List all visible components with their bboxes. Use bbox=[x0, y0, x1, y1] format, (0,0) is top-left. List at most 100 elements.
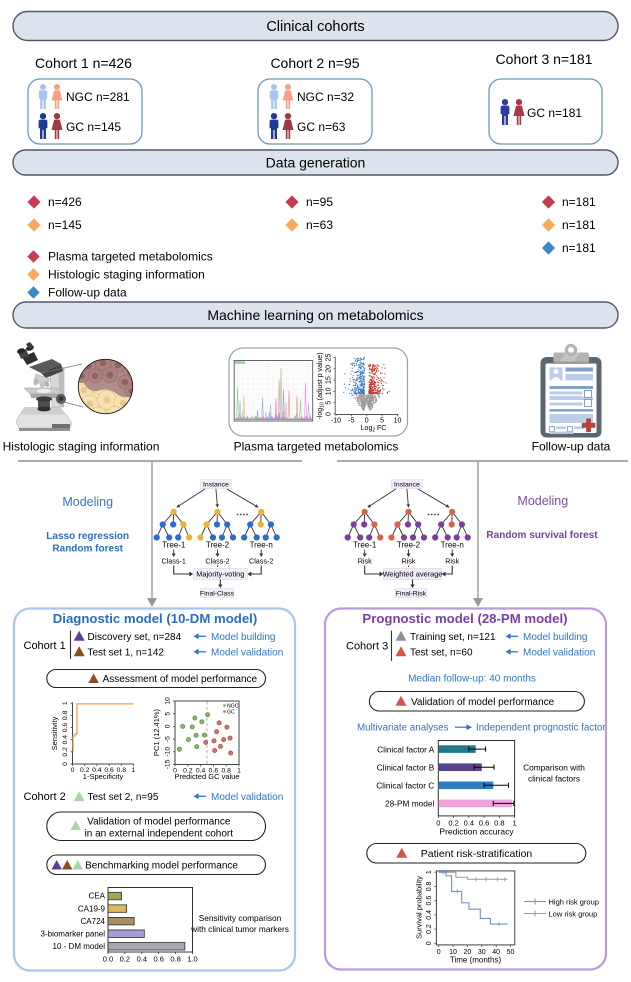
svg-text:2: 2 bbox=[373, 428, 376, 434]
svg-text:Survival probability: Survival probability bbox=[415, 876, 424, 939]
svg-text:NGC n=281: NGC n=281 bbox=[66, 90, 130, 104]
svg-text:Model building: Model building bbox=[523, 632, 588, 643]
svg-text:Sensitivity comparison: Sensitivity comparison bbox=[199, 913, 282, 923]
svg-text:Plasma targeted metabolomics: Plasma targeted metabolomics bbox=[48, 250, 213, 264]
svg-text:Median follow-up: 40 months: Median follow-up: 40 months bbox=[408, 674, 536, 685]
svg-text:0.4: 0.4 bbox=[196, 768, 206, 775]
svg-text:Patient risk-stratification: Patient risk-stratification bbox=[421, 848, 533, 860]
svg-text:5: 5 bbox=[165, 712, 172, 716]
svg-text:Tree-2: Tree-2 bbox=[397, 541, 421, 550]
svg-text:10: 10 bbox=[326, 387, 333, 395]
svg-text:Multivariate analyses: Multivariate analyses bbox=[357, 723, 449, 734]
svg-text:Independent prognostic factor: Independent prognostic factor bbox=[476, 723, 606, 734]
svg-text:0.4: 0.4 bbox=[426, 910, 433, 920]
svg-text:Validation of model performanc: Validation of model performance bbox=[411, 697, 555, 708]
svg-text:3-biomarker panel: 3-biomarker panel bbox=[41, 929, 106, 938]
svg-text:Benchmarking model performance: Benchmarking model performance bbox=[85, 861, 238, 872]
svg-text:Tree-n: Tree-n bbox=[441, 541, 464, 550]
svg-text:CA724: CA724 bbox=[81, 917, 106, 926]
svg-text:GC n=63: GC n=63 bbox=[297, 120, 346, 134]
svg-text:PC1 (12.41%): PC1 (12.41%) bbox=[152, 708, 161, 756]
svg-text:Follow-up data: Follow-up data bbox=[48, 286, 127, 300]
svg-text:Data generation: Data generation bbox=[266, 155, 366, 171]
svg-text:Cohort 1: Cohort 1 bbox=[24, 640, 66, 652]
svg-text:0.6: 0.6 bbox=[104, 767, 114, 774]
svg-text:Histologic staging information: Histologic staging information bbox=[3, 440, 160, 454]
svg-text:Random forest: Random forest bbox=[52, 544, 123, 555]
svg-text:Clinical factor A: Clinical factor A bbox=[377, 744, 435, 754]
svg-text:Prognostic model (28-PM model): Prognostic model (28-PM model) bbox=[362, 611, 567, 626]
svg-text:GC: GC bbox=[227, 710, 235, 716]
svg-text:0.6: 0.6 bbox=[62, 723, 69, 733]
svg-text:Cohort 1 n=426: Cohort 1 n=426 bbox=[35, 55, 132, 71]
svg-text:Class-2: Class-2 bbox=[205, 556, 229, 565]
svg-text:15: 15 bbox=[326, 376, 333, 384]
svg-text:-15: -15 bbox=[165, 759, 172, 769]
svg-text:Tree-2: Tree-2 bbox=[206, 541, 230, 550]
svg-text:0.4: 0.4 bbox=[137, 955, 147, 964]
svg-text:Instance: Instance bbox=[394, 482, 420, 489]
svg-text:0.2: 0.2 bbox=[62, 747, 69, 757]
svg-text:0.6: 0.6 bbox=[209, 768, 219, 775]
svg-text:Clinical factor B: Clinical factor B bbox=[377, 762, 435, 772]
svg-text:0.8: 0.8 bbox=[221, 768, 231, 775]
svg-text:High risk group: High risk group bbox=[549, 897, 599, 906]
svg-text:1-Specificity: 1-Specificity bbox=[83, 772, 124, 781]
svg-text:in an external independent coh: in an external independent cohort bbox=[85, 829, 234, 840]
svg-text:10: 10 bbox=[165, 697, 172, 705]
svg-text:clinical factors: clinical factors bbox=[528, 774, 580, 784]
svg-text:Modeling: Modeling bbox=[517, 494, 568, 508]
svg-text:0: 0 bbox=[426, 941, 433, 945]
svg-text:Training set, n=121: Training set, n=121 bbox=[410, 632, 496, 643]
svg-text:10: 10 bbox=[394, 418, 402, 425]
svg-text:0.2: 0.2 bbox=[120, 955, 130, 964]
svg-text:Lasso regression: Lasso regression bbox=[46, 531, 129, 542]
svg-text:GC n=181: GC n=181 bbox=[527, 106, 582, 120]
svg-text:-log10 (adjust p value): -log10 (adjust p value) bbox=[317, 352, 326, 419]
svg-text:0: 0 bbox=[436, 818, 440, 827]
svg-text:Diagnostic model (10-DM model): Diagnostic model (10-DM model) bbox=[53, 611, 257, 626]
svg-text:Risk: Risk bbox=[358, 556, 372, 565]
svg-text:Model building: Model building bbox=[211, 632, 276, 643]
svg-text:Instance: Instance bbox=[203, 482, 229, 489]
svg-text:Final-Risk: Final-Risk bbox=[396, 590, 427, 597]
svg-text:Risk: Risk bbox=[402, 556, 416, 565]
svg-text:n=145: n=145 bbox=[48, 218, 82, 232]
svg-text:30: 30 bbox=[478, 949, 486, 956]
svg-text:0.8: 0.8 bbox=[426, 881, 433, 891]
svg-text:CA19-9: CA19-9 bbox=[78, 904, 106, 913]
svg-text:0.4: 0.4 bbox=[92, 767, 102, 774]
svg-text:20: 20 bbox=[464, 949, 472, 956]
svg-text:0.2: 0.2 bbox=[448, 818, 458, 827]
svg-text:0.8: 0.8 bbox=[170, 955, 180, 964]
svg-text:0.0: 0.0 bbox=[103, 955, 113, 964]
svg-text:28-PM model: 28-PM model bbox=[385, 799, 434, 809]
svg-text:1.0: 1.0 bbox=[187, 955, 197, 964]
svg-text:Random survival forest: Random survival forest bbox=[486, 530, 598, 541]
svg-text:with clinical tumor markers: with clinical tumor markers bbox=[190, 924, 289, 934]
svg-text:0.4: 0.4 bbox=[464, 818, 474, 827]
svg-text:Cohort 2 n=95: Cohort 2 n=95 bbox=[270, 55, 359, 71]
svg-text:1: 1 bbox=[237, 768, 241, 775]
svg-text:Follow-up data: Follow-up data bbox=[532, 440, 611, 454]
svg-text:Tree-1: Tree-1 bbox=[162, 541, 186, 550]
svg-text:-5: -5 bbox=[348, 418, 354, 425]
svg-text:Class-2: Class-2 bbox=[249, 556, 273, 565]
svg-text:20: 20 bbox=[326, 365, 333, 373]
svg-text:Weighted average: Weighted average bbox=[383, 570, 443, 579]
svg-text:n=181: n=181 bbox=[562, 241, 596, 255]
svg-text:GC n=145: GC n=145 bbox=[66, 120, 121, 134]
svg-text:0.6: 0.6 bbox=[426, 896, 433, 906]
svg-text:Predicted GC value: Predicted GC value bbox=[174, 772, 239, 781]
svg-text:n=181: n=181 bbox=[562, 195, 596, 209]
svg-text:0.8: 0.8 bbox=[62, 710, 69, 720]
svg-text:0: 0 bbox=[326, 412, 333, 416]
svg-text:1: 1 bbox=[62, 701, 69, 705]
svg-text:0: 0 bbox=[173, 768, 177, 775]
svg-text:0.4: 0.4 bbox=[62, 735, 69, 745]
svg-text:0.2: 0.2 bbox=[80, 767, 90, 774]
svg-text:n=95: n=95 bbox=[306, 195, 333, 209]
svg-text:1: 1 bbox=[426, 870, 433, 874]
svg-text:Majority-voting: Majority-voting bbox=[196, 570, 244, 579]
svg-text:Log: Log bbox=[361, 425, 373, 432]
